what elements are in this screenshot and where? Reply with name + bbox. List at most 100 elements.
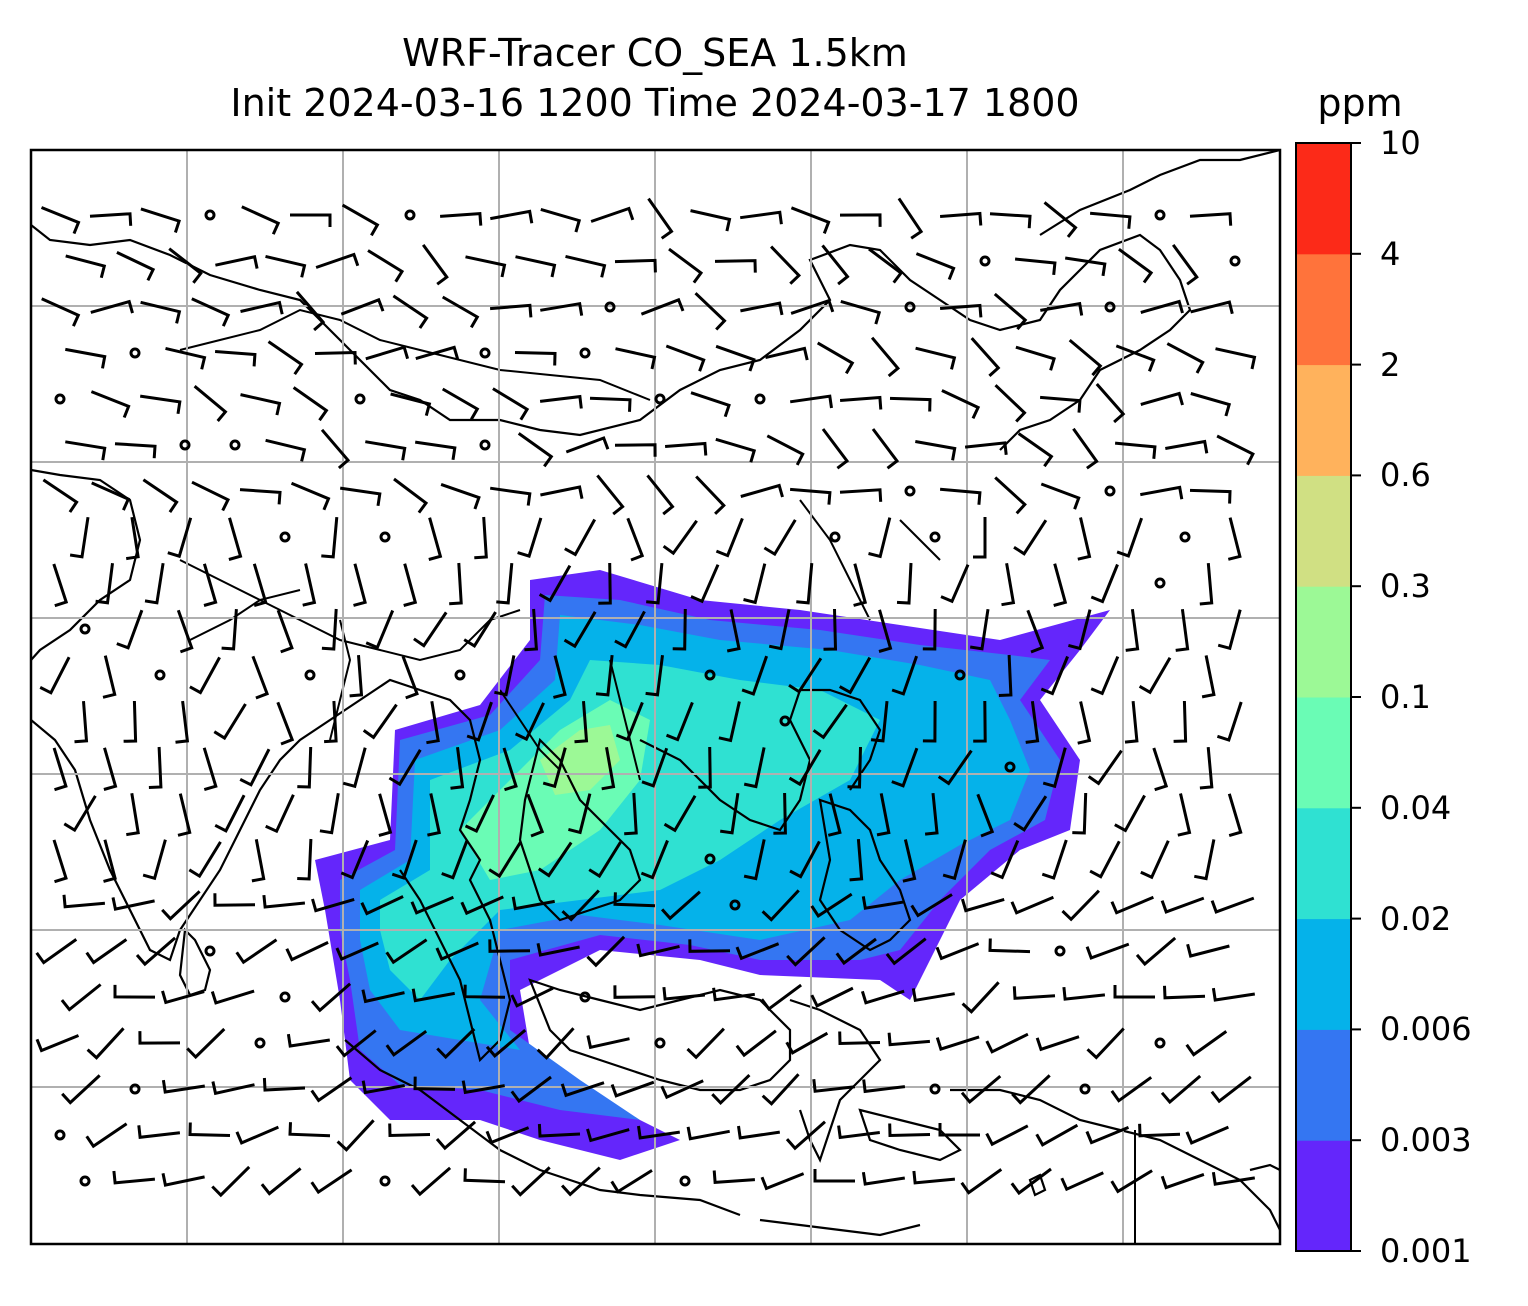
- wind-barb: [221, 608, 238, 651]
- wind-barb: [662, 519, 698, 556]
- wind-barb: [1086, 1027, 1125, 1060]
- wind-barb: [613, 892, 656, 908]
- wind-barb: [647, 197, 674, 240]
- wind-barb: [1211, 1171, 1256, 1186]
- wind-barb: [385, 938, 428, 965]
- wind-barb: [624, 792, 638, 836]
- wind-barb: [241, 205, 281, 235]
- colorbar-label-0: 0.001: [1380, 1232, 1472, 1270]
- wind-barb: [292, 386, 329, 422]
- wind-barb: [790, 206, 831, 234]
- calm-wind-marker: [1104, 485, 1116, 497]
- wind-barb: [175, 700, 190, 744]
- wind-barb: [239, 748, 271, 787]
- colorbar-label-2: 0.006: [1380, 1010, 1472, 1049]
- wind-barb: [125, 516, 140, 561]
- wind-barb: [85, 938, 128, 965]
- calm-wind-marker: [729, 899, 741, 911]
- wind-barb: [1035, 1035, 1080, 1052]
- wind-barb: [310, 1076, 353, 1103]
- calm-wind-marker: [379, 531, 391, 543]
- wind-barb: [614, 443, 657, 457]
- wind-barb: [401, 655, 419, 700]
- wind-barb: [137, 1125, 181, 1139]
- wind-barb: [861, 896, 905, 910]
- wind-barb: [1177, 793, 1192, 837]
- wind-barb: [565, 254, 607, 278]
- wind-barb: [785, 1120, 826, 1151]
- wind-barb: [262, 1077, 306, 1092]
- wind-barb: [796, 562, 814, 605]
- wind-barb: [288, 1122, 331, 1138]
- wind-barb: [526, 793, 545, 838]
- calm-wind-marker: [779, 715, 791, 727]
- wind-barb: [85, 1122, 128, 1149]
- wind-barb: [912, 1170, 956, 1185]
- wind-barb: [86, 1027, 125, 1060]
- wind-barb: [240, 393, 282, 416]
- wind-barb: [690, 391, 731, 418]
- wind-barb: [885, 937, 927, 966]
- wind-barb: [868, 247, 904, 284]
- wind-barb: [561, 889, 600, 922]
- wind-barb: [839, 395, 883, 410]
- wind-barb: [743, 563, 767, 605]
- wind-barb: [861, 1171, 906, 1186]
- wind-barb: [235, 1125, 279, 1145]
- wind-barb: [215, 255, 259, 269]
- plot-title-line2: Init 2024-03-16 1200 Time 2024-03-17 180…: [230, 81, 1080, 125]
- wind-barb: [421, 244, 449, 286]
- wind-barb: [596, 474, 625, 516]
- wind-barb: [60, 983, 102, 1012]
- wind-barb: [940, 564, 970, 604]
- wind-barb: [450, 747, 465, 790]
- wind-barb: [392, 294, 429, 329]
- colorbar-label-8: 2: [1380, 345, 1401, 384]
- wind-barb: [1190, 392, 1232, 417]
- wind-barbs: [35, 197, 1257, 1198]
- wind-barb: [1095, 383, 1126, 424]
- colorbar-label-4: 0.04: [1380, 788, 1452, 827]
- wind-barb: [640, 297, 685, 316]
- wind-barb: [1215, 347, 1257, 370]
- wind-barb: [849, 838, 864, 882]
- wind-barb: [789, 487, 832, 505]
- colorbar-band-2: [1296, 918, 1351, 1030]
- wind-barb: [52, 563, 69, 608]
- wind-barb: [378, 793, 393, 837]
- wind-barb: [95, 563, 114, 605]
- colorbar-band-3: [1296, 807, 1351, 920]
- calm-wind-marker: [1154, 577, 1166, 589]
- wind-barb: [1185, 1030, 1228, 1057]
- wind-barb: [186, 1027, 226, 1060]
- wind-barb: [586, 1035, 630, 1050]
- calm-wind-marker: [929, 531, 941, 543]
- wind-barb: [790, 298, 835, 315]
- wind-barb: [286, 1033, 331, 1048]
- wind-barb: [985, 1032, 1029, 1054]
- wind-barb: [586, 935, 626, 968]
- wind-barb: [265, 438, 307, 462]
- colorbar-band-6: [1296, 475, 1351, 587]
- calm-wind-marker: [479, 347, 491, 359]
- calm-wind-marker: [1154, 1037, 1166, 1049]
- wind-barb: [340, 839, 370, 880]
- wind-barb: [1013, 519, 1048, 556]
- calm-wind-marker: [479, 439, 491, 451]
- wind-barb: [1217, 609, 1242, 651]
- wind-barb: [324, 700, 338, 744]
- wind-barb: [1040, 655, 1069, 696]
- wind-barb: [839, 488, 883, 502]
- wind-barb: [1068, 609, 1092, 651]
- wind-barb: [411, 988, 455, 1003]
- wind-barb: [915, 346, 957, 370]
- wind-barb: [1110, 1169, 1153, 1194]
- wind-barb: [1061, 889, 1100, 922]
- wind-barb: [112, 1170, 156, 1185]
- wind-barb: [812, 1079, 856, 1093]
- calm-wind-marker: [679, 1175, 691, 1187]
- colorbar-band-7: [1296, 364, 1351, 476]
- wind-barb: [188, 841, 222, 879]
- wind-barb: [714, 259, 757, 273]
- wind-barb: [1216, 434, 1255, 466]
